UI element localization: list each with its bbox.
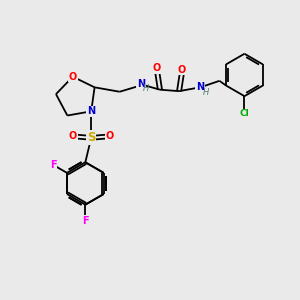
Text: S: S <box>87 131 95 144</box>
Text: F: F <box>82 216 88 226</box>
Text: N: N <box>137 79 145 89</box>
Text: O: O <box>69 72 77 82</box>
Text: F: F <box>50 160 56 170</box>
Text: O: O <box>69 131 77 141</box>
Text: H: H <box>143 84 149 93</box>
Text: Cl: Cl <box>240 109 249 118</box>
Text: N: N <box>87 106 95 116</box>
Text: O: O <box>178 65 186 75</box>
Text: N: N <box>196 82 204 92</box>
Text: O: O <box>105 131 114 141</box>
Text: O: O <box>153 63 161 73</box>
Text: H: H <box>202 88 209 97</box>
